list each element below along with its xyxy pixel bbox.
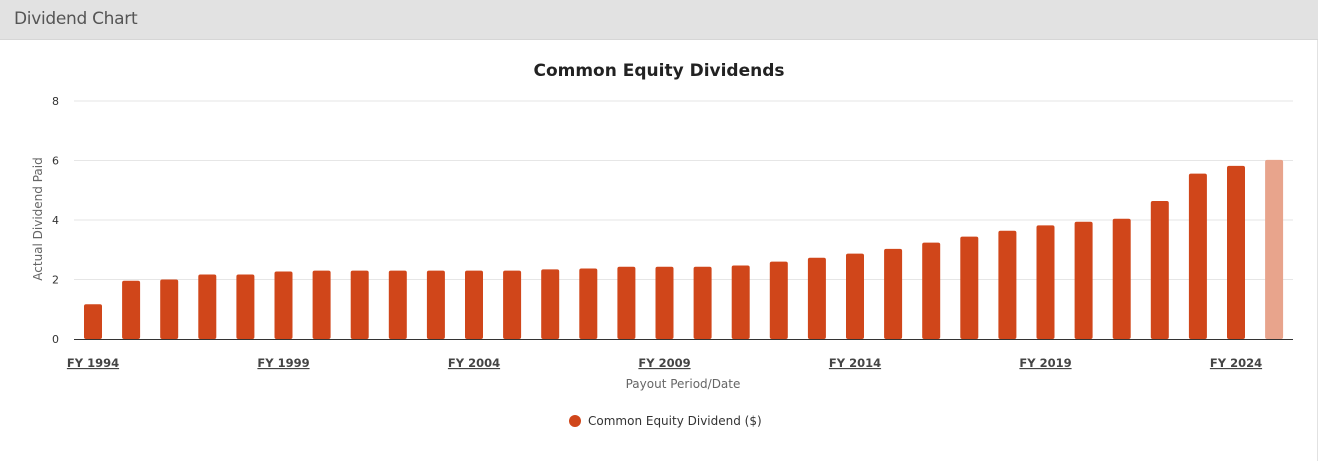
bar[interactable]: [731, 265, 750, 339]
x-tick-label[interactable]: FY 2024: [1210, 356, 1262, 370]
bar[interactable]: [579, 268, 598, 339]
y-tick-label: 6: [52, 155, 59, 168]
y-tick-label: 2: [52, 274, 59, 287]
bar[interactable]: [693, 266, 712, 339]
bars: [84, 159, 1284, 340]
x-tick-label[interactable]: FY 1999: [257, 356, 309, 370]
bar[interactable]: [922, 242, 941, 339]
bar[interactable]: [769, 261, 788, 339]
bar[interactable]: [541, 269, 560, 339]
y-axis-label: Actual Dividend Paid: [31, 157, 45, 280]
y-tick-label: 8: [52, 95, 59, 108]
x-tick-label[interactable]: FY 2019: [1019, 356, 1071, 370]
bar[interactable]: [503, 270, 522, 339]
bar[interactable]: [1036, 225, 1055, 339]
bar[interactable]: [655, 266, 674, 339]
bar[interactable]: [465, 270, 483, 339]
x-tick-label[interactable]: FY 2009: [638, 356, 690, 370]
bar[interactable]: [1074, 221, 1093, 339]
x-tick-label[interactable]: FY 1994: [67, 356, 119, 370]
bar[interactable]: [884, 248, 903, 339]
y-tick-label: 4: [52, 214, 59, 227]
legend[interactable]: Common Equity Dividend ($): [569, 414, 762, 428]
bar-projected[interactable]: [1265, 159, 1284, 339]
panel-title: Dividend Chart: [14, 9, 138, 29]
bar[interactable]: [274, 271, 293, 339]
x-axis-ticks: FY 1994 FY 1999 FY 2004 FY 2009 FY 2014 FY 20…: [67, 356, 1262, 370]
bar[interactable]: [807, 257, 826, 339]
x-axis-label: Payout Period/Date: [626, 377, 741, 391]
bar[interactable]: [426, 270, 445, 339]
y-axis-ticks: 0 2 4 6 8: [52, 95, 59, 346]
legend-marker[interactable]: [569, 415, 581, 427]
chart-title: Common Equity Dividends: [533, 61, 784, 81]
bar[interactable]: [998, 230, 1017, 339]
bar[interactable]: [388, 270, 407, 339]
bar[interactable]: [617, 266, 636, 339]
bar[interactable]: [84, 304, 102, 339]
bar[interactable]: [198, 274, 217, 339]
x-tick-label[interactable]: FY 2014: [829, 356, 881, 370]
bar[interactable]: [122, 280, 141, 339]
bar[interactable]: [1227, 165, 1245, 339]
y-tick-label: 0: [52, 333, 59, 346]
bar[interactable]: [1112, 218, 1131, 339]
bar[interactable]: [960, 236, 979, 339]
bar[interactable]: [1188, 173, 1207, 339]
bar[interactable]: [350, 270, 369, 339]
bar[interactable]: [1150, 200, 1169, 339]
bar[interactable]: [846, 253, 864, 339]
legend-label[interactable]: Common Equity Dividend ($): [588, 414, 762, 428]
x-tick-label[interactable]: FY 2004: [448, 356, 500, 370]
gridlines: [74, 100, 1293, 280]
panel-header: Dividend Chart: [0, 0, 1318, 40]
bar[interactable]: [236, 274, 255, 339]
bar[interactable]: [160, 279, 179, 340]
bar[interactable]: [312, 270, 331, 339]
